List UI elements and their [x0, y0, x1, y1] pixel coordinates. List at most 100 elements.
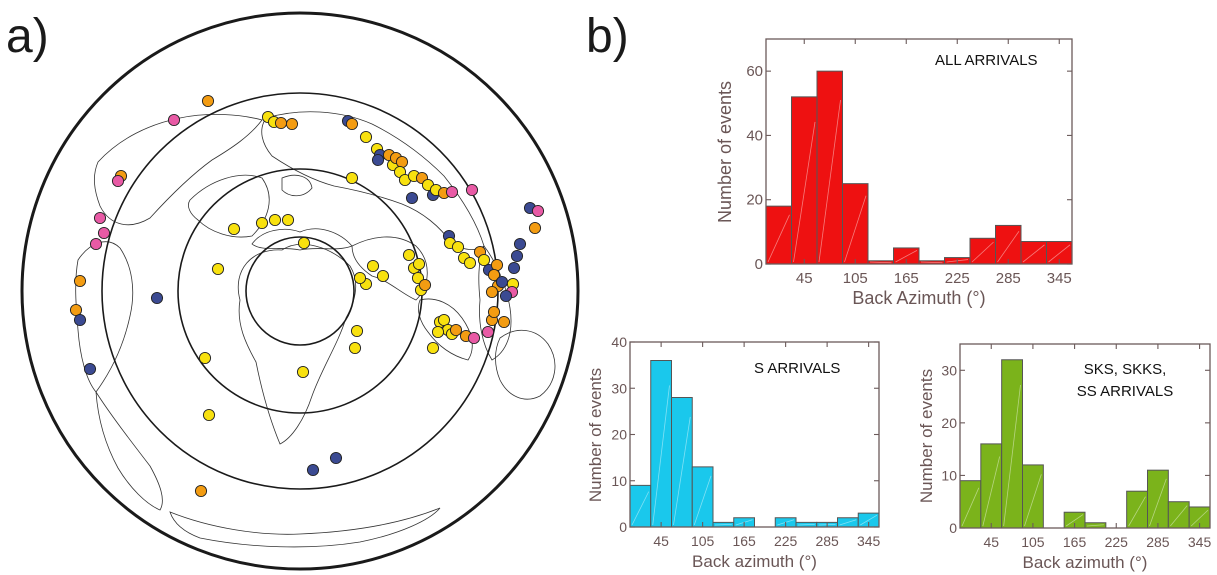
- event-marker-yellow: [402, 248, 416, 262]
- y-tick-label: 20: [746, 192, 763, 209]
- panel-label-b: b): [586, 10, 629, 63]
- event-marker-yellow: [451, 240, 465, 254]
- y-tick-label: 40: [611, 334, 627, 350]
- x-axis-label: Back azimuth (°): [1023, 553, 1148, 572]
- histogram-1: 45 105 165 225 285 345 0 20 40 60 Back Azimuth (°)…: [715, 38, 1073, 308]
- bar-highlight: [652, 385, 670, 526]
- event-marker-yellow: [348, 341, 362, 355]
- event-marker-orange: [490, 258, 504, 272]
- plot-frame: [765, 38, 1073, 265]
- bar-highlight: [793, 121, 816, 263]
- event-marker-pink: [481, 325, 495, 339]
- event-marker-orange: [194, 484, 208, 498]
- event-marker-yellow: [345, 171, 359, 185]
- histogram-bar: [995, 224, 1022, 265]
- y-tick-label: 20: [611, 427, 627, 443]
- event-marker-yellow: [376, 269, 390, 283]
- event-marker-yellow: [211, 262, 225, 276]
- event-marker-orange: [395, 155, 409, 169]
- x-tick-label: 165: [732, 533, 756, 549]
- histogram-bar: [650, 360, 672, 528]
- event-marker-pink: [97, 226, 111, 240]
- event-marker-orange: [528, 221, 542, 235]
- histogram-bar: [671, 397, 693, 528]
- coastline-3: [351, 236, 428, 301]
- event-marker-yellow: [437, 313, 451, 327]
- event-marker-navy: [83, 362, 97, 376]
- panel-label-a: a): [6, 10, 49, 63]
- coastline-10: [495, 330, 556, 400]
- coastline-4: [188, 174, 270, 238]
- event-marker-navy: [499, 289, 513, 303]
- distance-ring-1: [245, 236, 355, 346]
- x-tick-label: 345: [857, 533, 881, 549]
- bar-highlight: [1128, 496, 1146, 527]
- x-tick-label: 345: [1047, 270, 1072, 287]
- histogram-bar: [791, 96, 818, 265]
- bar-highlight: [1048, 244, 1071, 263]
- event-marker-yellow: [477, 253, 491, 267]
- event-marker-pink: [531, 204, 545, 218]
- bar-highlight: [839, 519, 857, 526]
- event-marker-yellow: [426, 341, 440, 355]
- x-tick-label: 105: [843, 270, 868, 287]
- bar-highlight: [895, 249, 918, 263]
- event-marker-navy: [150, 291, 164, 305]
- event-marker-yellow: [296, 365, 310, 379]
- bar-highlight: [1170, 505, 1188, 527]
- x-tick-label: 45: [983, 534, 999, 550]
- event-marker-pink: [89, 237, 103, 251]
- event-marker-yellow: [281, 213, 295, 227]
- histogram-bar: [765, 205, 792, 265]
- event-marker-yellow: [359, 130, 373, 144]
- y-tick-label: 20: [941, 415, 957, 431]
- event-marker-orange: [487, 305, 501, 319]
- x-axis-label: Back azimuth (°): [692, 552, 817, 571]
- bar-highlight: [1086, 524, 1104, 527]
- bar-highlight: [844, 195, 867, 263]
- x-tick-label: 285: [1146, 534, 1170, 550]
- event-marker-yellow: [463, 256, 477, 270]
- bar-highlight: [1024, 474, 1042, 527]
- bar-highlight: [693, 475, 712, 526]
- event-marker-yellow: [297, 236, 311, 250]
- bar-highlight: [1003, 384, 1021, 527]
- y-axis-label: Number of events: [586, 368, 605, 502]
- histogram-3: 45 105 165 225 285 345 0 10 20 30 Back azimuth (°)…: [917, 343, 1211, 572]
- bar-highlight: [961, 487, 980, 527]
- map-outer-boundary: [20, 11, 580, 571]
- chart-annotation: SS ARRIVALS: [1077, 383, 1173, 400]
- event-marker-yellow: [412, 257, 426, 271]
- bar-highlight: [714, 523, 732, 526]
- histogram-bar: [980, 443, 1003, 529]
- event-marker-pink: [93, 211, 107, 225]
- coastline-9: [418, 298, 473, 361]
- event-marker-yellow: [202, 408, 216, 422]
- bar-highlight: [818, 100, 841, 263]
- x-tick-label: 105: [1021, 534, 1045, 550]
- y-tick-label: 0: [755, 256, 763, 273]
- azimuthal-map: [20, 11, 580, 571]
- histogram-bar: [1147, 469, 1169, 529]
- event-marker-navy: [73, 313, 87, 327]
- coastline-6: [94, 113, 263, 226]
- y-axis-label: Number of events: [917, 369, 936, 503]
- x-tick-label: 225: [945, 270, 970, 287]
- event-marker-orange: [73, 274, 87, 288]
- event-marker-navy: [513, 237, 527, 251]
- histogram-bar: [1022, 464, 1044, 529]
- bar-highlight: [1022, 244, 1045, 263]
- histogram-bar: [1001, 359, 1024, 529]
- x-tick-label: 285: [996, 270, 1021, 287]
- event-marker-yellow: [431, 325, 445, 339]
- event-marker-orange: [418, 278, 432, 292]
- event-marker-navy: [510, 249, 524, 263]
- x-tick-label: 105: [691, 533, 715, 549]
- event-marker-navy: [371, 153, 385, 167]
- x-tick-label: 165: [894, 270, 919, 287]
- y-tick-label: 30: [941, 362, 957, 378]
- event-marker-yellow: [255, 216, 269, 230]
- y-tick-label: 0: [619, 519, 627, 535]
- bar-highlight: [797, 523, 815, 526]
